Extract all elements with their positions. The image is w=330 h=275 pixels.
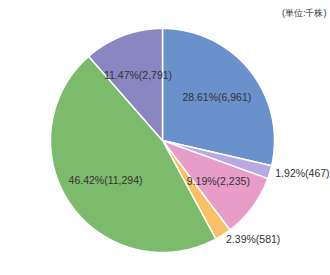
svg-text:46.42%(11,294): 46.42%(11,294) bbox=[69, 174, 143, 186]
svg-text:2.39%(581): 2.39%(581) bbox=[226, 233, 280, 245]
svg-text:(単位:千株): (単位:千株) bbox=[282, 8, 327, 18]
svg-text:1.92%(467): 1.92%(467) bbox=[275, 167, 329, 179]
svg-text:28.61%(6,961): 28.61%(6,961) bbox=[182, 91, 251, 103]
svg-text:11.47%(2,791): 11.47%(2,791) bbox=[104, 69, 172, 81]
svg-text:9.19%(2,235): 9.19%(2,235) bbox=[187, 175, 250, 187]
